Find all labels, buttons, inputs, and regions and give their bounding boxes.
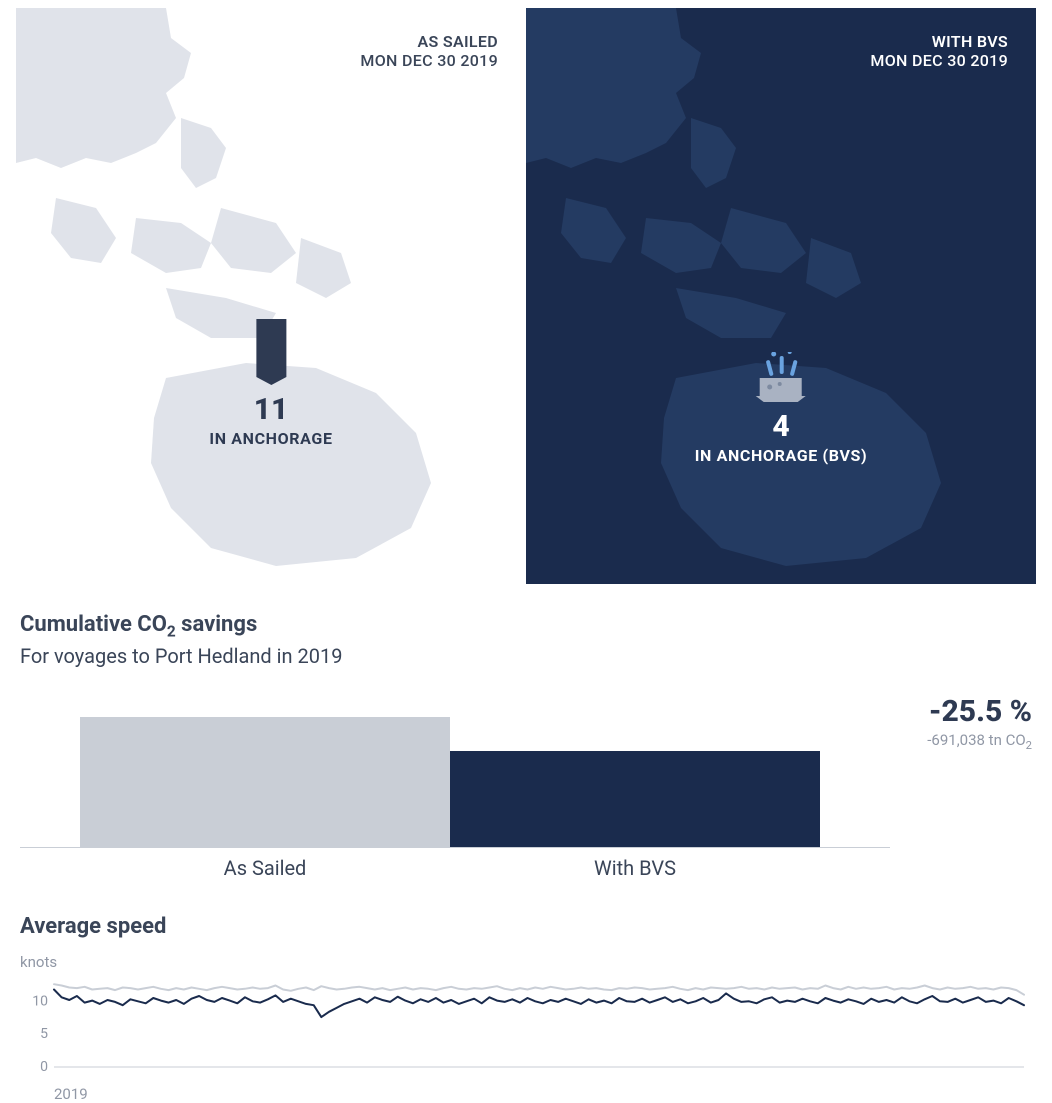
map-panel-as-sailed: AS SAILED MON DEC 30 2019 11 IN ANCHORAG… <box>16 8 526 584</box>
speed-ytick-5: 5 <box>40 1027 48 1043</box>
co2-bar-1 <box>450 688 820 847</box>
co2-bar-labels-row: As SailedWith BVS <box>20 856 890 880</box>
speed-ytick-0: 0 <box>40 1059 48 1075</box>
map-silhouette-left <box>16 8 526 584</box>
co2-savings-percent: -25.5 % <box>927 694 1032 729</box>
co2-tonnes-subscript: 2 <box>1026 739 1032 752</box>
map-panel-with-bvs: WITH BVS MON DEC 30 2019 4 IN ANCHORAGE … <box>526 8 1036 584</box>
panel-date-left: MON DEC 30 2019 <box>360 51 498 70</box>
speed-chart-wrap: knots 0 5 10 2019 <box>20 953 1032 1103</box>
anchorage-count-right: 4 <box>772 412 789 442</box>
speed-section-title: Average speed <box>20 914 1032 939</box>
co2-bar-label-1: With BVS <box>450 856 820 880</box>
co2-savings-section: Cumulative CO2 savings For voyages to Po… <box>20 612 1032 880</box>
ship-icon-left <box>244 319 298 385</box>
speed-x-axis-label: 2019 <box>54 1085 1032 1103</box>
anchorage-label-right: IN ANCHORAGE (BVS) <box>695 446 868 465</box>
co2-section-subtitle: For voyages to Port Hedland in 2019 <box>20 644 1032 668</box>
co2-bar-fill-1 <box>450 751 820 848</box>
co2-title-suffix: savings <box>176 612 258 637</box>
celebrating-ship-icon <box>746 352 816 402</box>
speed-ytick-10: 10 <box>32 994 48 1010</box>
map-comparison-row: AS SAILED MON DEC 30 2019 11 IN ANCHORAG… <box>16 8 1036 584</box>
co2-title-subscript: 2 <box>167 622 176 640</box>
speed-series-as_sailed <box>54 985 1024 996</box>
co2-section-title: Cumulative CO2 savings <box>20 612 1032 640</box>
anchorage-indicator-right: 4 IN ANCHORAGE (BVS) <box>695 336 868 465</box>
co2-title-prefix: Cumulative CO <box>20 612 167 637</box>
average-speed-section: Average speed knots 0 5 10 2019 <box>20 914 1032 1103</box>
co2-bars-wrap: -25.5 % -691,038 tn CO2 <box>20 688 1032 848</box>
panel-date-right: MON DEC 30 2019 <box>870 51 1008 70</box>
panel-title-left: AS SAILED <box>360 32 498 51</box>
panel-header-left: AS SAILED MON DEC 30 2019 <box>360 32 498 70</box>
co2-bar-fill-0 <box>80 717 450 847</box>
panel-header-right: WITH BVS MON DEC 30 2019 <box>870 32 1008 70</box>
co2-bar-0 <box>80 688 450 847</box>
anchorage-count-left: 11 <box>254 395 289 425</box>
anchorage-indicator-left: 11 IN ANCHORAGE <box>209 319 332 448</box>
map-silhouette-right <box>526 8 1036 584</box>
co2-savings-tonnes: -691,038 tn CO2 <box>927 731 1032 752</box>
co2-tonnes-prefix: -691,038 tn CO <box>927 731 1025 749</box>
co2-bar-label-0: As Sailed <box>80 856 450 880</box>
cargo-ship-icon <box>244 319 298 385</box>
co2-bars-area <box>20 688 890 848</box>
co2-savings-readout: -25.5 % -691,038 tn CO2 <box>927 694 1032 752</box>
speed-line-chart: 0 5 10 <box>20 971 1030 1081</box>
ship-icon-right <box>746 336 816 402</box>
panel-title-right: WITH BVS <box>870 32 1008 51</box>
anchorage-label-left: IN ANCHORAGE <box>209 429 332 448</box>
speed-units-label: knots <box>20 953 1032 971</box>
speed-series-with_bvs <box>54 990 1024 1018</box>
